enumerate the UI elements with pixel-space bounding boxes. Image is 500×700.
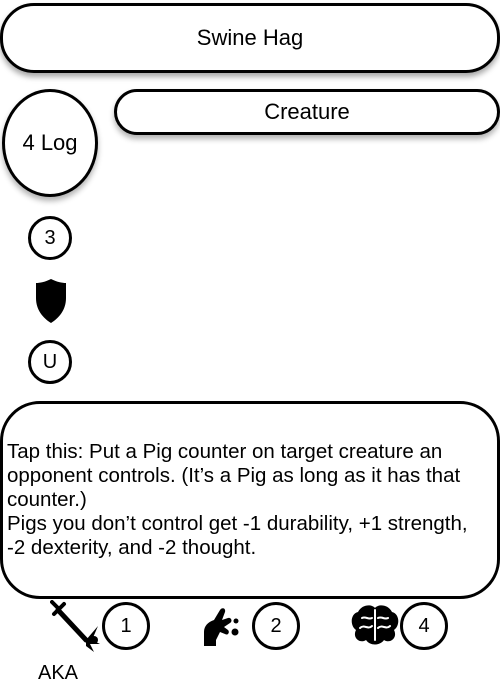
brain-icon — [351, 605, 399, 645]
thought-value: 4 — [418, 614, 430, 637]
card-type: Creature — [114, 89, 500, 135]
strength-value: 1 — [120, 614, 132, 637]
rules-text-box: Tap this: Put a Pig counter on target cr… — [0, 401, 500, 599]
rarity-text: U — [42, 350, 58, 373]
cost-circle: 4 Log — [2, 89, 98, 197]
sword-icon — [50, 600, 100, 652]
power-text: 3 — [44, 226, 56, 249]
strength-circle: 1 — [102, 602, 150, 650]
power-circle: 3 — [28, 216, 72, 260]
rarity-circle: U — [28, 340, 72, 384]
dexterity-value: 2 — [270, 614, 282, 637]
hand-icon — [204, 608, 239, 646]
card-type-text: Creature — [264, 99, 350, 124]
rules-line-static: Pigs you don’t control get -1 durability… — [7, 512, 468, 559]
aka-label: AKA — [38, 662, 79, 684]
cost-text: 4 Log — [22, 130, 78, 155]
card-name-text: Swine Hag — [196, 25, 304, 50]
thought-circle: 4 — [400, 602, 448, 650]
dexterity-circle: 2 — [252, 602, 300, 650]
shield-icon — [36, 279, 66, 323]
rules-line-ability: Tap this: Put a Pig counter on target cr… — [7, 440, 461, 511]
card-name: Swine Hag — [0, 3, 500, 73]
